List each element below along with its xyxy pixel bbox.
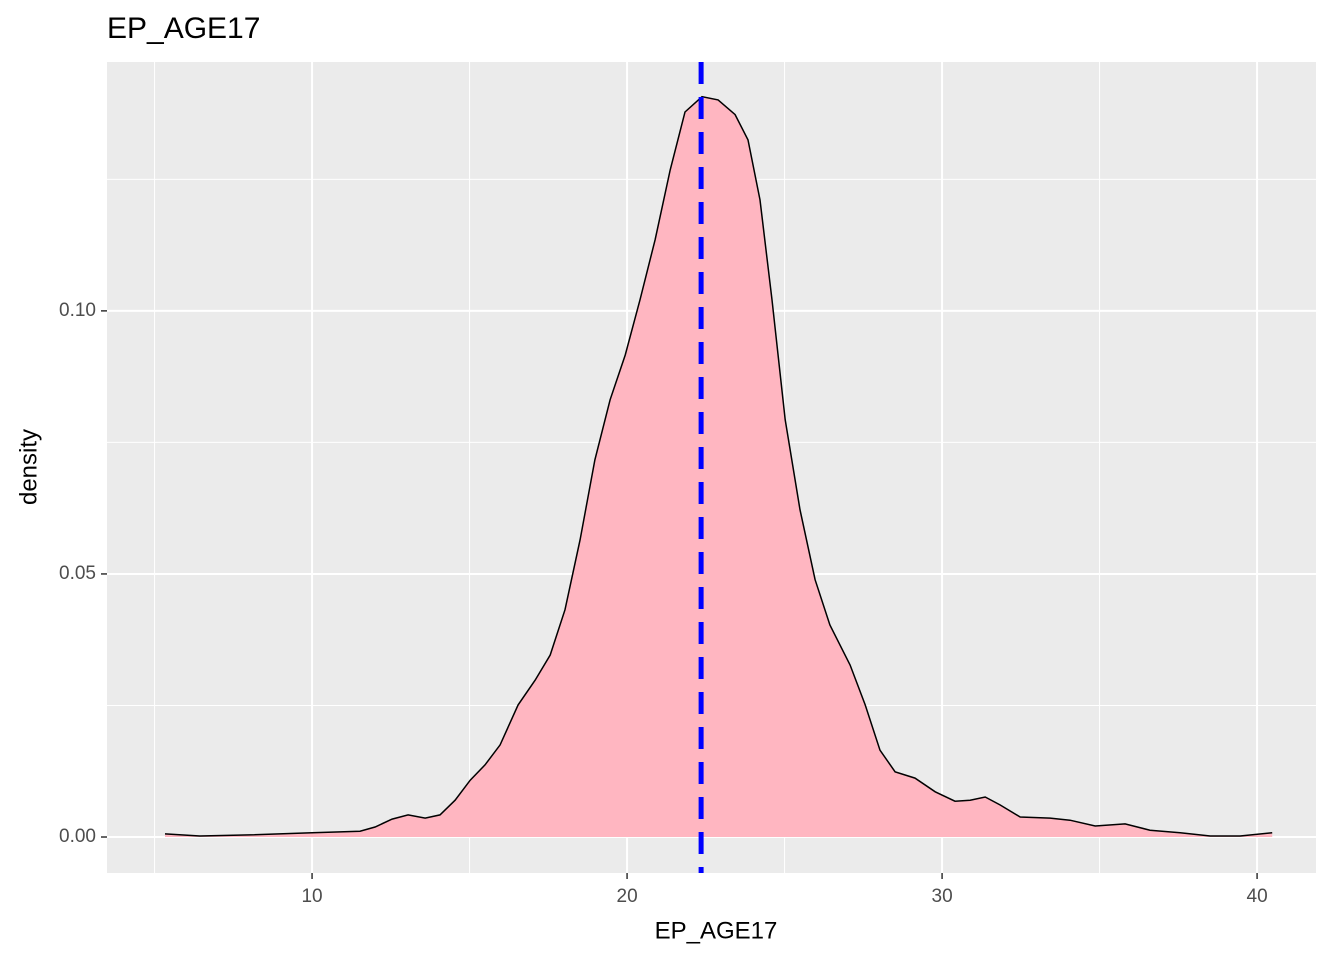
chart-title: EP_AGE17 (107, 12, 260, 45)
x-tick-label: 30 (932, 886, 953, 907)
y-tick-label: 0.00 (59, 826, 96, 847)
x-tick-label: 40 (1247, 886, 1268, 907)
x-tick-label: 20 (617, 886, 638, 907)
density-area (165, 96, 1273, 838)
y-tick-label: 0.05 (59, 563, 96, 584)
y-tick-label: 0.10 (59, 300, 96, 321)
density-line (164, 95, 1273, 837)
y-axis-title: density (15, 429, 42, 505)
x-axis-title: EP_AGE17 (655, 917, 778, 944)
x-tick-label: 10 (301, 886, 322, 907)
